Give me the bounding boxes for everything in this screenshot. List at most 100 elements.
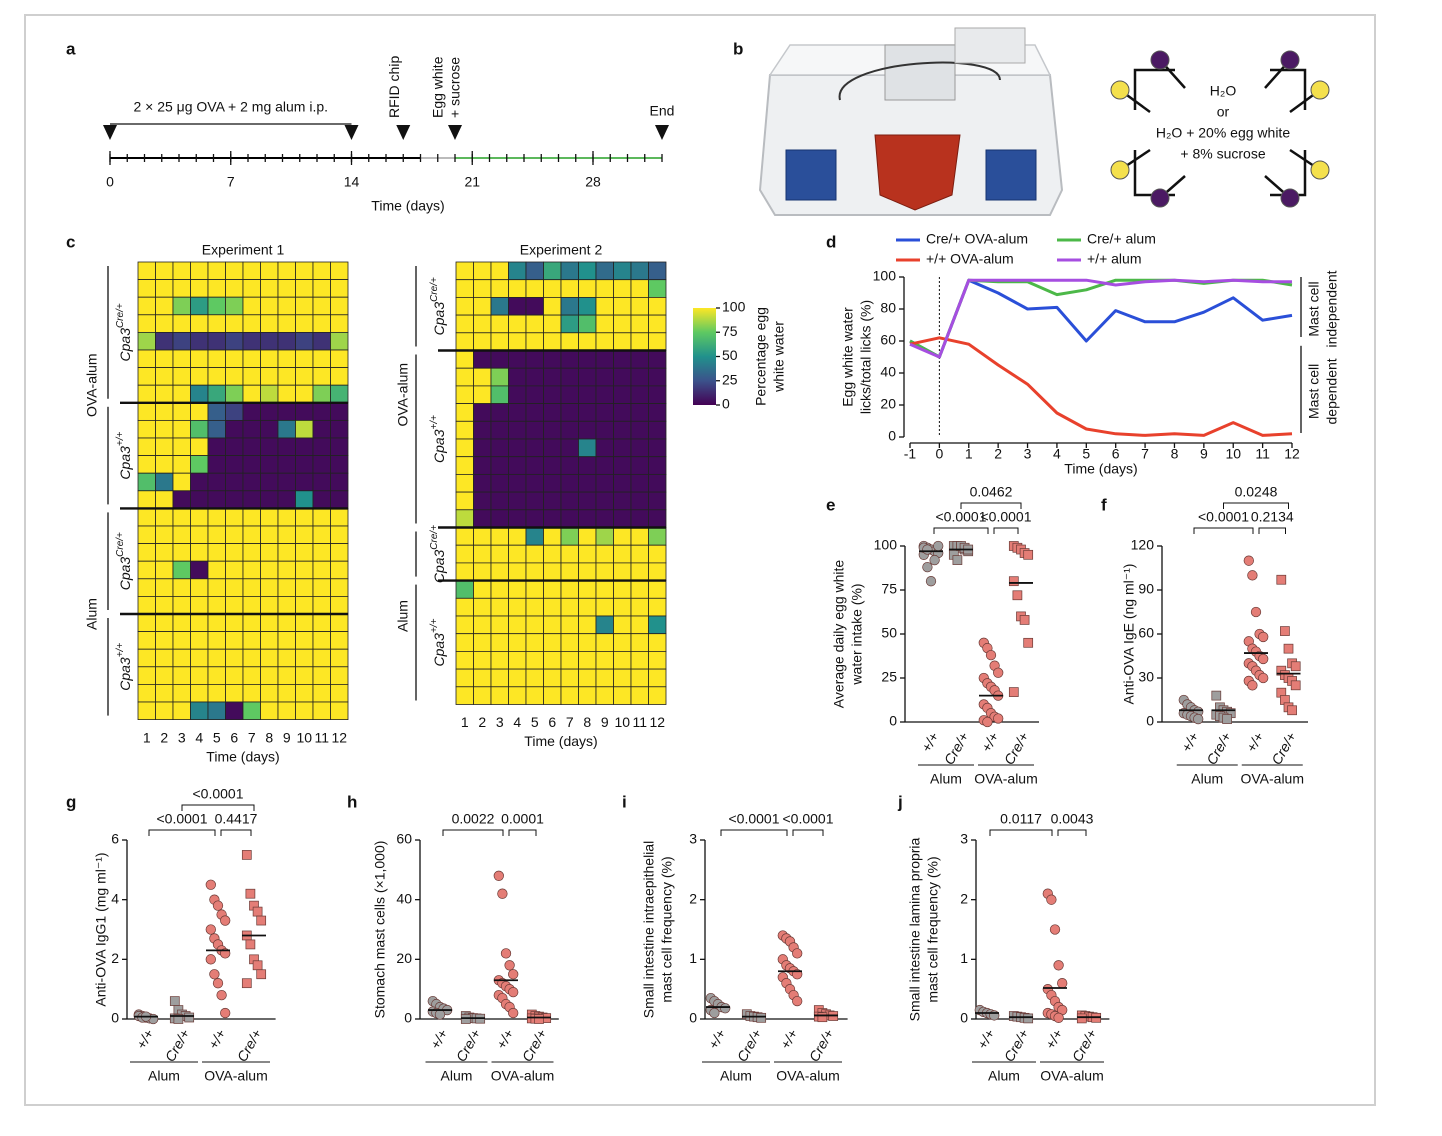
heatmap-cell bbox=[190, 613, 209, 633]
heatmap-cell bbox=[242, 419, 261, 439]
heatmap-cell bbox=[560, 527, 579, 546]
point bbox=[1193, 713, 1204, 725]
heatmap-cell bbox=[560, 367, 579, 387]
heatmap-cell bbox=[277, 296, 296, 316]
cage-diagram bbox=[1110, 50, 1330, 208]
heatmap-cell bbox=[578, 562, 597, 582]
axis-label: licks/total licks (%) bbox=[858, 300, 874, 414]
heatmap-cell bbox=[330, 349, 349, 369]
point bbox=[252, 906, 263, 917]
heatmap-cell bbox=[330, 402, 349, 421]
heatmap-cell bbox=[543, 615, 562, 635]
heatmap-cell bbox=[172, 666, 191, 685]
genotype-label: Cpa3Cre/+ bbox=[429, 277, 447, 335]
heatmap-cell bbox=[277, 472, 296, 492]
group-label: Alum bbox=[720, 1068, 752, 1084]
heatmap-cell bbox=[277, 367, 296, 386]
heatmap-cell bbox=[137, 543, 156, 562]
heatmap-cell bbox=[295, 525, 314, 545]
heatmap-cell bbox=[312, 490, 331, 509]
heatmap-cell bbox=[508, 615, 527, 635]
heatmap-cell bbox=[595, 527, 614, 546]
p-value: <0.0001 bbox=[936, 509, 987, 525]
heatmap-cell bbox=[295, 684, 314, 703]
point bbox=[925, 576, 937, 587]
heatmap-cell bbox=[543, 438, 562, 458]
x-tick-label: 3 bbox=[178, 729, 186, 745]
heatmap-cell bbox=[155, 631, 174, 650]
heatmap-cell bbox=[260, 367, 279, 386]
heatmap-cell bbox=[595, 651, 614, 670]
heatmap-cell bbox=[578, 615, 597, 635]
heatmap-cell bbox=[578, 509, 597, 528]
heatmap-cell bbox=[207, 349, 226, 369]
treatment-label: Alum bbox=[395, 600, 411, 632]
significance-bracket bbox=[220, 829, 252, 836]
heatmap-cell bbox=[525, 296, 544, 316]
point bbox=[792, 995, 803, 1007]
series-line bbox=[909, 336, 1293, 437]
heatmap-cell bbox=[648, 261, 667, 281]
heatmap-cell bbox=[260, 596, 279, 615]
heatmap-cell bbox=[490, 527, 509, 546]
heatmap-cell bbox=[543, 367, 562, 387]
heatmap-cell bbox=[508, 296, 527, 316]
heatmap-cell bbox=[508, 456, 527, 475]
heatmap-cell bbox=[242, 613, 261, 633]
heatmap-cell bbox=[330, 261, 349, 281]
gene: Cpa3 bbox=[431, 633, 447, 667]
heatmap-cell bbox=[225, 367, 244, 386]
point bbox=[212, 978, 224, 989]
heatmap-cell bbox=[490, 385, 509, 404]
axis-label: Time (days) bbox=[206, 748, 279, 764]
heatmap-cell bbox=[508, 350, 527, 369]
heatmap-cell bbox=[560, 420, 579, 440]
heatmap-cell bbox=[225, 560, 244, 580]
heatmap-cell bbox=[525, 367, 544, 387]
treatment-label: Alum bbox=[84, 598, 100, 630]
x-tick-label: 7 bbox=[1141, 446, 1149, 462]
heatmap-cell bbox=[260, 701, 279, 721]
heatmap-cell bbox=[455, 314, 474, 334]
x-tick-label: 9 bbox=[283, 729, 291, 745]
heatmap-cell bbox=[560, 651, 579, 670]
significance-bracket bbox=[993, 527, 1019, 534]
heatmap-cell bbox=[595, 473, 614, 493]
x-tick-label: 5 bbox=[213, 729, 221, 745]
point bbox=[1211, 690, 1222, 701]
panel-letter: j bbox=[897, 792, 903, 811]
heatmap-cell bbox=[137, 349, 156, 369]
heatmap-cell bbox=[155, 472, 174, 492]
heatmap-cell bbox=[295, 261, 314, 281]
heatmap-cell bbox=[155, 419, 174, 439]
heatmap-cell bbox=[648, 296, 667, 316]
point bbox=[508, 987, 519, 998]
heatmap-cell bbox=[525, 562, 544, 582]
heatmap-cell bbox=[190, 402, 209, 421]
heatmap-cell bbox=[473, 332, 492, 351]
heatmap-cell bbox=[473, 279, 492, 298]
heatmap-cell bbox=[155, 331, 174, 351]
heatmap-cell bbox=[137, 472, 156, 492]
heatmap-cell bbox=[312, 701, 331, 721]
point bbox=[220, 1007, 231, 1019]
heatmap-cell bbox=[578, 403, 597, 422]
heatmap-cell bbox=[155, 402, 174, 421]
significance-bracket bbox=[1193, 527, 1254, 534]
heatmap-cell bbox=[560, 580, 579, 599]
heatmap-cell bbox=[330, 596, 349, 615]
heatmap-cell bbox=[613, 491, 632, 511]
heatmap-cell bbox=[330, 455, 349, 474]
heatmap-cell bbox=[155, 648, 174, 668]
heatmap-cell bbox=[312, 261, 331, 281]
heatmap-cell bbox=[137, 402, 156, 421]
heatmap-cell bbox=[155, 279, 174, 298]
heatmap-cell bbox=[190, 596, 209, 615]
significance-bracket bbox=[960, 502, 1022, 509]
heatmap-cell bbox=[172, 631, 191, 650]
heatmap-cell bbox=[525, 314, 544, 334]
heatmap-cell bbox=[172, 279, 191, 298]
heatmap-cell bbox=[207, 490, 226, 509]
heatmap-cell bbox=[330, 666, 349, 685]
point bbox=[1053, 1012, 1064, 1023]
